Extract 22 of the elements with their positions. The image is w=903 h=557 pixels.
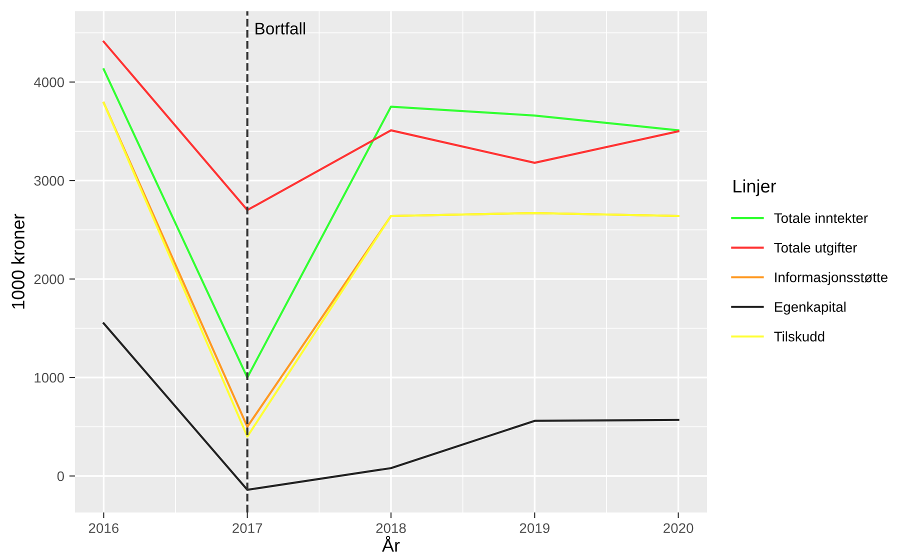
y-tick-label: 2000 bbox=[34, 274, 64, 284]
y-axis-title: 1000 kroner bbox=[11, 214, 25, 309]
y-tick-label: 4000 bbox=[34, 77, 64, 88]
x-tick-label: 2020 bbox=[664, 523, 694, 534]
legend-label: Informasjonsstøtte bbox=[775, 272, 888, 286]
legend-label: Totale inntekter bbox=[774, 212, 868, 224]
y-tick-label: 1000 bbox=[34, 372, 64, 383]
legend-label: Totale utgifter bbox=[774, 242, 857, 256]
line-series bbox=[102, 322, 680, 491]
x-tick-label: 2018 bbox=[376, 523, 406, 534]
x-axis-title: År bbox=[382, 536, 400, 552]
legend-label: Tilskudd bbox=[774, 331, 824, 342]
x-tick-label: 2016 bbox=[88, 523, 119, 534]
line-series bbox=[102, 68, 680, 379]
line-series bbox=[102, 40, 680, 212]
y-tick-label: 3000 bbox=[34, 176, 64, 186]
legend-title: Linjer bbox=[734, 179, 776, 196]
legend-label: Egenkapital bbox=[774, 302, 846, 315]
x-tick-label: 2017 bbox=[232, 523, 262, 534]
y-tick-label: 0 bbox=[57, 471, 64, 482]
x-tick-label: 2019 bbox=[520, 523, 550, 534]
ref-line-label: Bortfall bbox=[256, 22, 306, 34]
